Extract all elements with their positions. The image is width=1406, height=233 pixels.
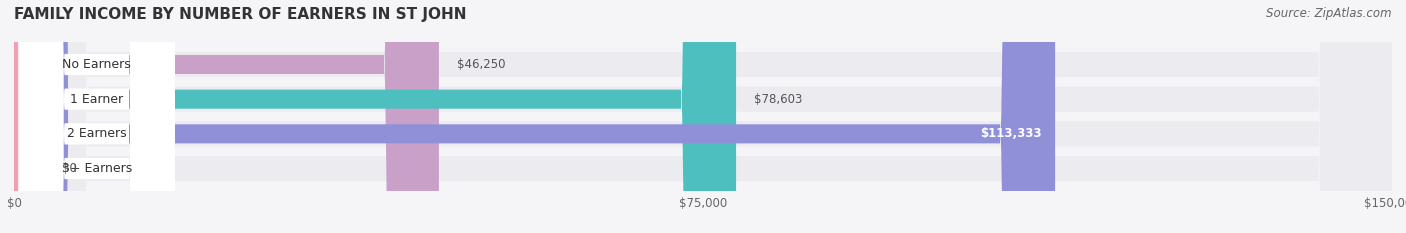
Text: FAMILY INCOME BY NUMBER OF EARNERS IN ST JOHN: FAMILY INCOME BY NUMBER OF EARNERS IN ST… xyxy=(14,7,467,22)
FancyBboxPatch shape xyxy=(14,0,1392,233)
Text: No Earners: No Earners xyxy=(62,58,131,71)
FancyBboxPatch shape xyxy=(18,0,174,233)
FancyBboxPatch shape xyxy=(18,0,174,233)
FancyBboxPatch shape xyxy=(14,0,1392,233)
Text: Source: ZipAtlas.com: Source: ZipAtlas.com xyxy=(1267,7,1392,20)
FancyBboxPatch shape xyxy=(14,0,439,233)
Text: 2 Earners: 2 Earners xyxy=(67,127,127,140)
FancyBboxPatch shape xyxy=(14,0,1392,233)
Text: $78,603: $78,603 xyxy=(755,93,803,106)
FancyBboxPatch shape xyxy=(14,0,1054,233)
Text: $46,250: $46,250 xyxy=(457,58,506,71)
FancyBboxPatch shape xyxy=(14,0,737,233)
Text: $113,333: $113,333 xyxy=(980,127,1042,140)
Text: $0: $0 xyxy=(62,162,77,175)
FancyBboxPatch shape xyxy=(18,0,174,233)
FancyBboxPatch shape xyxy=(14,0,44,233)
FancyBboxPatch shape xyxy=(18,0,174,233)
FancyBboxPatch shape xyxy=(14,0,1392,233)
Text: 3+ Earners: 3+ Earners xyxy=(62,162,132,175)
Text: 1 Earner: 1 Earner xyxy=(70,93,124,106)
